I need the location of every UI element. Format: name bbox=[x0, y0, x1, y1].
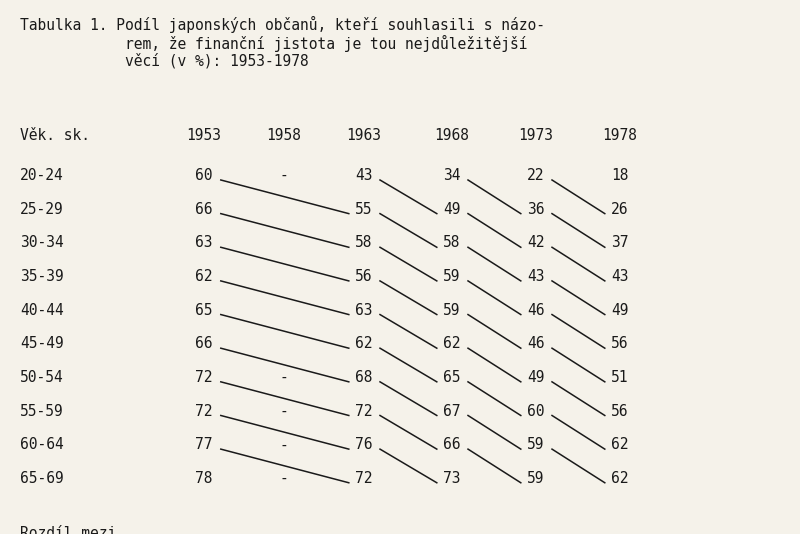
Text: 55: 55 bbox=[355, 202, 373, 217]
Text: 66: 66 bbox=[195, 202, 213, 217]
Text: 62: 62 bbox=[195, 269, 213, 284]
Text: 50-54: 50-54 bbox=[20, 370, 64, 385]
Text: 35-39: 35-39 bbox=[20, 269, 64, 284]
Text: 40-44: 40-44 bbox=[20, 303, 64, 318]
Text: 63: 63 bbox=[195, 235, 213, 250]
Text: 59: 59 bbox=[527, 471, 545, 486]
Text: -: - bbox=[280, 370, 288, 385]
Text: 62: 62 bbox=[611, 437, 629, 452]
Text: 49: 49 bbox=[611, 303, 629, 318]
Text: 72: 72 bbox=[355, 471, 373, 486]
Text: 59: 59 bbox=[443, 269, 461, 284]
Text: 20-24: 20-24 bbox=[20, 168, 64, 183]
Text: 78: 78 bbox=[195, 471, 213, 486]
Text: 37: 37 bbox=[611, 235, 629, 250]
Text: 63: 63 bbox=[355, 303, 373, 318]
Text: 72: 72 bbox=[195, 404, 213, 419]
Text: 65-69: 65-69 bbox=[20, 471, 64, 486]
Text: 51: 51 bbox=[611, 370, 629, 385]
Text: 56: 56 bbox=[611, 404, 629, 419]
Text: -: - bbox=[280, 437, 288, 452]
Text: Tabulka 1. Podíl japonských občanů, kteří souhlasili s názo-: Tabulka 1. Podíl japonských občanů, kteř… bbox=[20, 16, 545, 33]
Text: 18: 18 bbox=[611, 168, 629, 183]
Text: 65: 65 bbox=[195, 303, 213, 318]
Text: 45-49: 45-49 bbox=[20, 336, 64, 351]
Text: rem, že finanční jistota je tou nejdůležitější: rem, že finanční jistota je tou nejdůlež… bbox=[20, 35, 527, 52]
Text: -: - bbox=[280, 168, 288, 183]
Text: 73: 73 bbox=[443, 471, 461, 486]
Text: 1978: 1978 bbox=[602, 128, 638, 143]
Text: 49: 49 bbox=[443, 202, 461, 217]
Text: Věk. sk.: Věk. sk. bbox=[20, 128, 90, 143]
Text: 68: 68 bbox=[355, 370, 373, 385]
Text: 49: 49 bbox=[527, 370, 545, 385]
Text: -: - bbox=[280, 404, 288, 419]
Text: 56: 56 bbox=[355, 269, 373, 284]
Text: 43: 43 bbox=[355, 168, 373, 183]
Text: 1963: 1963 bbox=[346, 128, 382, 143]
Text: 58: 58 bbox=[443, 235, 461, 250]
Text: 59: 59 bbox=[443, 303, 461, 318]
Text: 55-59: 55-59 bbox=[20, 404, 64, 419]
Text: 77: 77 bbox=[195, 437, 213, 452]
Text: 72: 72 bbox=[195, 370, 213, 385]
Text: 43: 43 bbox=[611, 269, 629, 284]
Text: 43: 43 bbox=[527, 269, 545, 284]
Text: 60: 60 bbox=[527, 404, 545, 419]
Text: 25-29: 25-29 bbox=[20, 202, 64, 217]
Text: 66: 66 bbox=[443, 437, 461, 452]
Text: 1958: 1958 bbox=[266, 128, 302, 143]
Text: 62: 62 bbox=[355, 336, 373, 351]
Text: 62: 62 bbox=[443, 336, 461, 351]
Text: Rozdíl mezi: Rozdíl mezi bbox=[20, 526, 116, 534]
Text: 30-34: 30-34 bbox=[20, 235, 64, 250]
Text: 67: 67 bbox=[443, 404, 461, 419]
Text: 1968: 1968 bbox=[434, 128, 470, 143]
Text: 46: 46 bbox=[527, 303, 545, 318]
Text: 34: 34 bbox=[443, 168, 461, 183]
Text: 60-64: 60-64 bbox=[20, 437, 64, 452]
Text: 59: 59 bbox=[527, 437, 545, 452]
Text: 26: 26 bbox=[611, 202, 629, 217]
Text: 65: 65 bbox=[443, 370, 461, 385]
Text: věcí (v %): 1953-1978: věcí (v %): 1953-1978 bbox=[20, 53, 309, 69]
Text: 60: 60 bbox=[195, 168, 213, 183]
Text: 46: 46 bbox=[527, 336, 545, 351]
Text: 1973: 1973 bbox=[518, 128, 554, 143]
Text: 22: 22 bbox=[527, 168, 545, 183]
Text: 72: 72 bbox=[355, 404, 373, 419]
Text: 58: 58 bbox=[355, 235, 373, 250]
Text: 1953: 1953 bbox=[186, 128, 222, 143]
Text: 36: 36 bbox=[527, 202, 545, 217]
Text: 62: 62 bbox=[611, 471, 629, 486]
Text: 66: 66 bbox=[195, 336, 213, 351]
Text: 56: 56 bbox=[611, 336, 629, 351]
Text: 42: 42 bbox=[527, 235, 545, 250]
Text: -: - bbox=[280, 471, 288, 486]
Text: 76: 76 bbox=[355, 437, 373, 452]
